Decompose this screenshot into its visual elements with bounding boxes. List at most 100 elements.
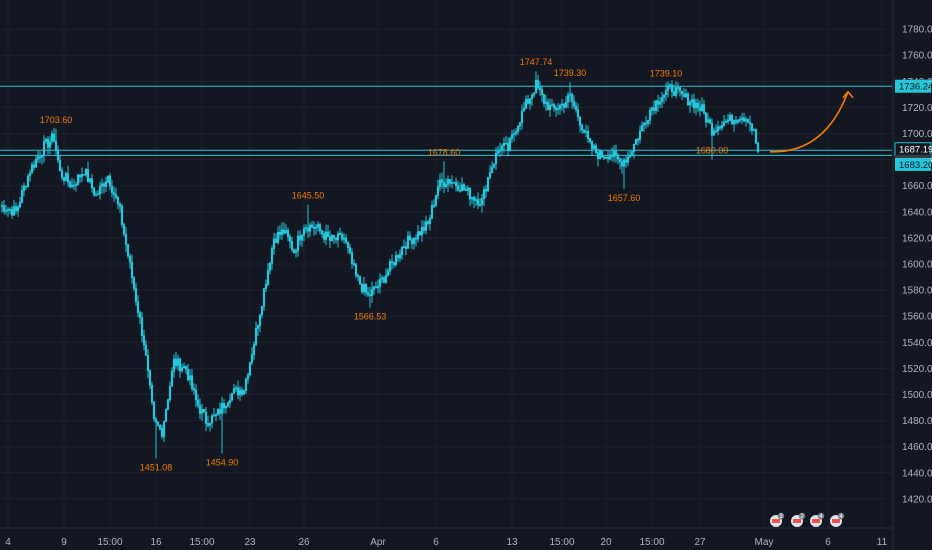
candle-body (402, 246, 406, 248)
candle-body (126, 244, 130, 257)
candle-body (738, 119, 742, 121)
candle-body (122, 224, 126, 235)
candle-body (472, 196, 476, 201)
time-tick-label: 20 (600, 537, 612, 548)
candle-body (448, 179, 452, 184)
candle-body (548, 104, 552, 111)
candle-body (598, 150, 602, 160)
forecast-arrow[interactable] (769, 90, 854, 153)
horizontal-lines[interactable] (0, 85, 892, 156)
candle-body (342, 237, 346, 240)
candle-body (292, 249, 296, 253)
candle-body (226, 402, 230, 407)
candle-body (128, 255, 132, 263)
candle-body (468, 187, 472, 200)
candle-body (502, 143, 506, 146)
candle-body (532, 92, 536, 96)
candle-body (520, 110, 524, 123)
candle-body (320, 230, 324, 235)
candle-body (12, 206, 16, 216)
event-icon[interactable]: 4 (810, 512, 825, 527)
candle-body (420, 226, 424, 236)
candle-body (526, 99, 530, 104)
candle-body (380, 277, 384, 280)
event-icon[interactable]: 2 (791, 512, 806, 527)
candle-body (254, 328, 258, 345)
candle-body (528, 98, 532, 104)
candle-body (736, 120, 740, 123)
candle-body (582, 129, 586, 133)
candle-body (304, 227, 308, 229)
event-count-dot (798, 512, 806, 520)
candle-body (410, 239, 414, 245)
candle-body (572, 101, 576, 107)
event-icon[interactable]: 3 (770, 512, 785, 527)
candle-body (676, 87, 680, 89)
price-tick-label: 1620.00 (902, 233, 932, 244)
event-icons[interactable]: 3 2 4 4 (770, 512, 845, 527)
event-icon[interactable]: 4 (830, 512, 845, 527)
candle-body (540, 89, 544, 95)
candle-body (42, 141, 46, 156)
candle-body (430, 205, 434, 219)
candle-body (340, 233, 344, 240)
badge-text: 1736.24 (899, 82, 932, 93)
candle-body (476, 199, 480, 206)
badge-text: 1687.19 (899, 145, 932, 156)
candle-body (18, 202, 22, 208)
candle-body (750, 123, 754, 131)
candle-body (630, 151, 634, 156)
candle-body (554, 107, 558, 111)
candle-body (394, 255, 398, 266)
candle-body (654, 100, 658, 111)
forecast-curve[interactable] (769, 91, 849, 153)
candle-body (336, 233, 340, 241)
candle-body (570, 93, 574, 102)
candle-body (200, 409, 204, 414)
candle-body (194, 389, 198, 401)
time-tick-label: 16 (150, 537, 162, 548)
candle-body (578, 116, 582, 126)
price-annotation: 1703.60 (40, 115, 73, 125)
candle-body (286, 229, 290, 237)
price-annotation: 1739.30 (554, 68, 587, 78)
candle-body (176, 358, 180, 367)
candle-body (662, 94, 666, 99)
price-annotation: 1680.00 (696, 146, 729, 156)
candle-body (602, 156, 606, 159)
candle-body (10, 208, 14, 216)
candle-body (212, 414, 216, 417)
candle-body (604, 156, 608, 159)
candle-body (392, 261, 396, 266)
candle-body (136, 301, 140, 314)
candle-body (282, 229, 286, 234)
price-tick-label: 1720.00 (902, 103, 932, 114)
candle-body (644, 122, 648, 125)
candle-body (486, 177, 490, 192)
flag-icon (772, 519, 780, 523)
candle-body (146, 355, 150, 371)
candle-body (372, 286, 376, 290)
candle-body (52, 133, 56, 142)
candle-body (450, 182, 454, 184)
candle-body (516, 125, 520, 133)
candle-body (192, 388, 196, 391)
candle-body (202, 409, 206, 413)
candle-body (374, 286, 378, 289)
price-tick-label: 1420.00 (902, 494, 932, 505)
candle-body (110, 185, 114, 194)
candle-body (422, 226, 426, 231)
candle-body (260, 306, 264, 316)
candle-body (2, 205, 6, 212)
candle-body (700, 104, 704, 111)
candle-body (684, 93, 688, 98)
candle-body (296, 235, 300, 251)
candle-body (328, 236, 332, 241)
candle-body (546, 101, 550, 111)
candle-body (698, 107, 702, 111)
candle-body (492, 163, 496, 168)
candle-body (130, 261, 134, 278)
